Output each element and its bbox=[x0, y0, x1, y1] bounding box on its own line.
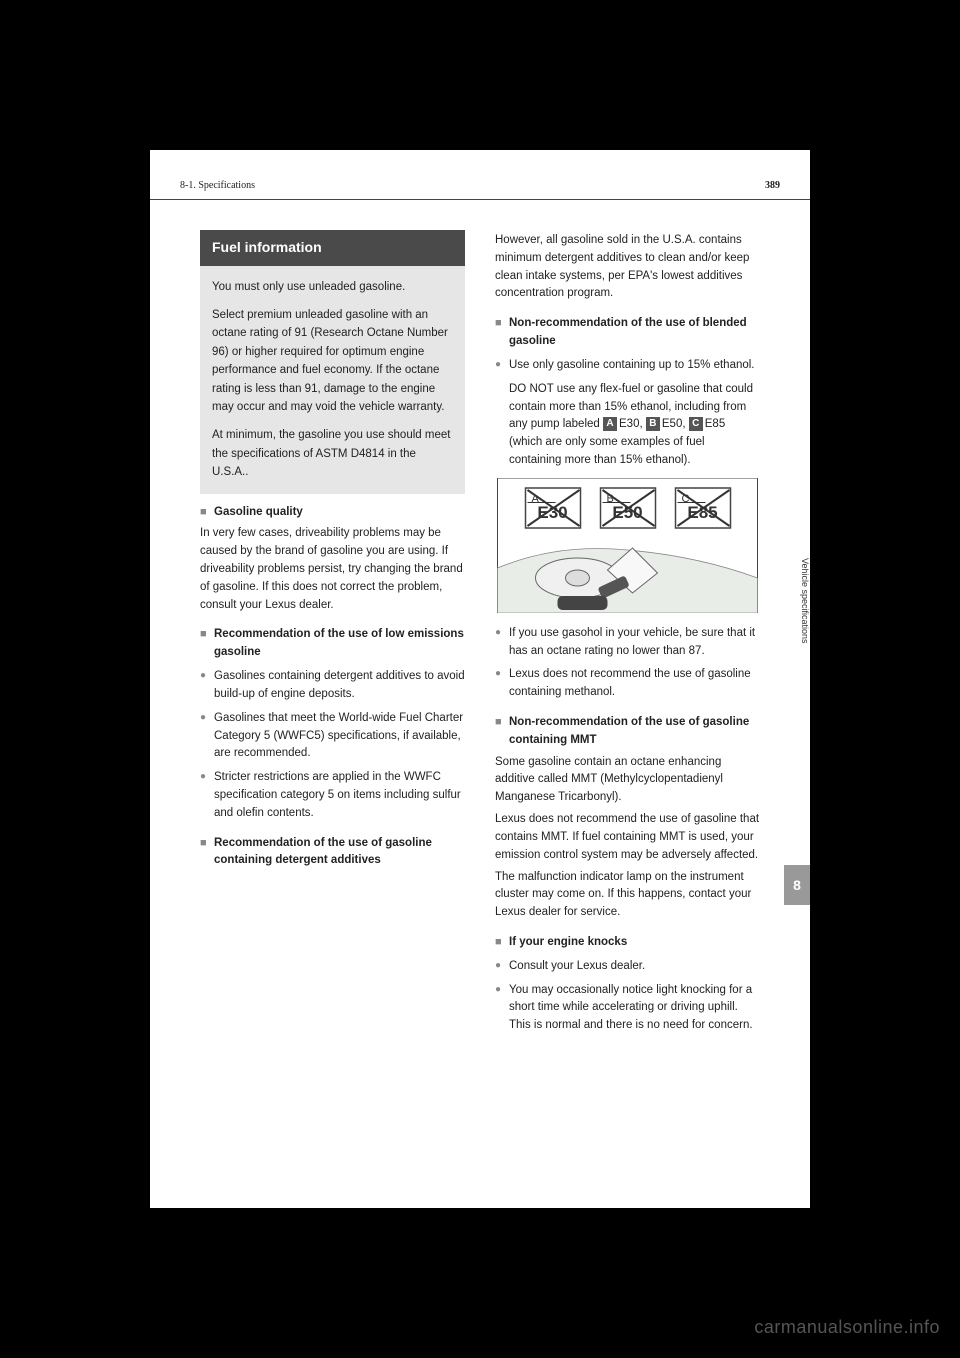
text-epa: However, all gasoline sold in the U.S.A.… bbox=[495, 232, 760, 303]
heading-blended-gasoline: Non-recommendation of the use of blended… bbox=[495, 315, 760, 351]
left-column: Fuel information You must only use unlea… bbox=[200, 230, 465, 1178]
chapter-side-label: Vehicle specifications bbox=[800, 558, 810, 580]
item-detergent: Gasolines containing detergent additives… bbox=[200, 668, 465, 704]
label-box-a: A E30 bbox=[526, 488, 581, 528]
heading-mmt: Non-recommendation of the use of gasolin… bbox=[495, 714, 760, 750]
item-light-knocking: You may occasionally notice light knocki… bbox=[495, 982, 760, 1035]
fuel-info-box: You must only use unleaded gasoline. Sel… bbox=[200, 266, 465, 494]
heading-gasoline-quality: Gasoline quality bbox=[200, 504, 465, 522]
key-c-icon: C bbox=[689, 417, 703, 431]
page-number: 389 bbox=[765, 180, 780, 199]
text-mmt-2: Lexus does not recommend the use of gaso… bbox=[495, 811, 760, 864]
key-a-text: E30, bbox=[619, 418, 643, 430]
label-box-b: B E50 bbox=[601, 488, 656, 528]
info-p2: Select premium unleaded gasoline with an… bbox=[212, 306, 453, 416]
label-box-c: C E85 bbox=[676, 488, 731, 528]
item-wwfc: Gasolines that meet the World-wide Fuel … bbox=[200, 710, 465, 763]
content-area: Fuel information You must only use unlea… bbox=[200, 230, 760, 1178]
text-mmt-3: The malfunction indicator lamp on the in… bbox=[495, 869, 760, 922]
svg-text:E50: E50 bbox=[612, 503, 642, 522]
chapter-tab: 8 bbox=[784, 865, 810, 905]
section-title: Fuel information bbox=[200, 230, 465, 266]
heading-detergent-additives: Recommendation of the use of gasoline co… bbox=[200, 835, 465, 871]
info-p1: You must only use unleaded gasoline. bbox=[212, 278, 453, 296]
key-b-icon: B bbox=[646, 417, 660, 431]
page: 8-1. Specifications 389 Vehicle specific… bbox=[150, 150, 810, 1208]
svg-text:E85: E85 bbox=[687, 503, 717, 522]
text-mmt-1: Some gasoline contain an octane enhancin… bbox=[495, 754, 760, 807]
item-restrictions: Stricter restrictions are applied in the… bbox=[200, 769, 465, 822]
item-consult-dealer: Consult your Lexus dealer. bbox=[495, 958, 760, 976]
item-gasohol-octane: If you use gasohol in your vehicle, be s… bbox=[495, 625, 760, 661]
heading-low-emissions: Recommendation of the use of low emissio… bbox=[200, 626, 465, 662]
item-methanol: Lexus does not recommend the use of gaso… bbox=[495, 666, 760, 702]
heading-engine-knocks: If your engine knocks bbox=[495, 934, 760, 952]
header-section: 8-1. Specifications bbox=[180, 180, 255, 199]
svg-text:E30: E30 bbox=[537, 503, 567, 522]
text-quality: In very few cases, driveability problems… bbox=[200, 525, 465, 614]
info-p3: At minimum, the gasoline you use should … bbox=[212, 426, 453, 481]
page-header: 8-1. Specifications 389 bbox=[150, 180, 810, 200]
key-a-icon: A bbox=[603, 417, 617, 431]
item-ethanol-15: Use only gasoline containing up to 15% e… bbox=[495, 357, 760, 375]
right-column: However, all gasoline sold in the U.S.A.… bbox=[495, 230, 760, 1178]
text-flex-fuel: DO NOT use any flex-fuel or gasoline tha… bbox=[509, 381, 760, 470]
key-b-text: E50, bbox=[662, 418, 686, 430]
fuel-label-figure: A E30 B E50 C E bbox=[495, 478, 760, 613]
watermark: carmanualsonline.info bbox=[754, 1317, 940, 1338]
